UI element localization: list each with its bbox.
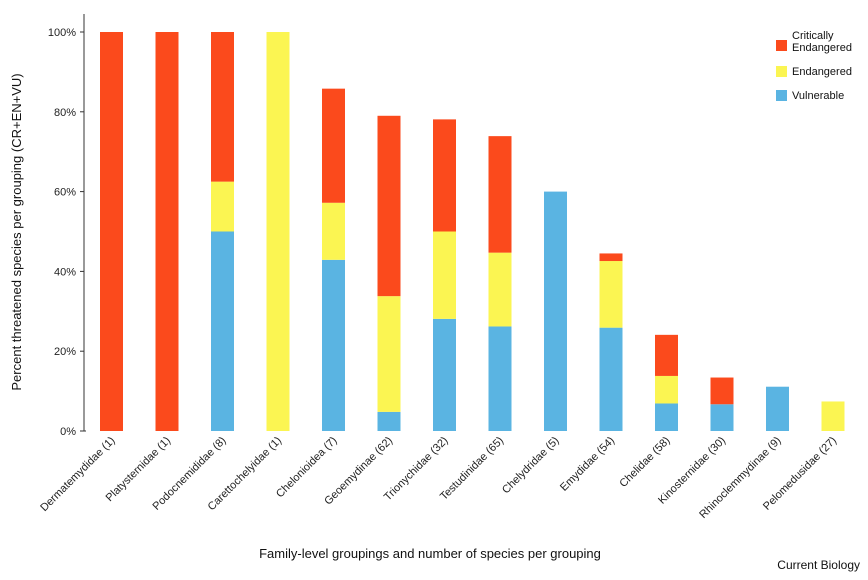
- y-tick-label: 100%: [48, 27, 76, 39]
- y-tick-label: 40%: [54, 266, 76, 278]
- bar-segment: [544, 191, 567, 431]
- bar-segment: [599, 253, 623, 262]
- bar-segment: [433, 119, 456, 232]
- bar-segment: [488, 136, 512, 253]
- legend-swatch: [776, 40, 787, 51]
- x-tick-label: Chelydridae (5): [500, 435, 562, 497]
- legend-swatch: [776, 66, 787, 77]
- legend-swatch: [776, 90, 787, 101]
- bar-segment: [766, 386, 789, 431]
- bar-segment: [599, 327, 623, 431]
- bar-segment: [377, 411, 401, 431]
- bar-segment: [155, 32, 179, 431]
- legend-label: Endangered: [792, 66, 852, 78]
- bar-segment: [655, 334, 678, 376]
- bar-segment: [655, 375, 678, 404]
- bar-segment: [488, 326, 512, 431]
- legend-label: Vulnerable: [792, 90, 844, 102]
- y-tick-label: 0%: [60, 426, 76, 438]
- x-axis-labels: Dermatemydidae (1)Platysternidae (1)Podo…: [38, 435, 839, 521]
- bar-segment: [266, 32, 290, 431]
- bar-segment: [433, 231, 456, 319]
- x-tick-label: Emydidae (54): [558, 435, 617, 494]
- bar-segment: [100, 32, 123, 431]
- bars: [100, 32, 845, 431]
- bar-segment: [655, 403, 678, 431]
- bar-segment: [211, 181, 234, 232]
- journal-credit: Current Biology: [777, 558, 860, 572]
- bar-segment: [488, 252, 512, 327]
- legend-label: Critically: [792, 30, 834, 42]
- y-axis-title: Percent threatened species per grouping …: [9, 73, 24, 390]
- bar-segment: [322, 259, 345, 431]
- x-axis-title: Family-level groupings and number of spe…: [259, 546, 601, 561]
- bar-segment: [211, 231, 234, 431]
- bar-segment: [322, 202, 345, 260]
- x-tick-label: Chelidae (58): [617, 435, 672, 490]
- y-axis: 0% 20% 40% 60% 80% 100%: [48, 14, 86, 438]
- bar-segment: [211, 32, 234, 182]
- bar-segment: [710, 377, 734, 405]
- bar-segment: [377, 115, 401, 297]
- y-tick-label: 60%: [54, 187, 76, 199]
- bar-segment: [710, 404, 734, 431]
- bar-segment: [821, 401, 845, 431]
- legend-label: Endangered: [792, 42, 852, 54]
- bar-segment: [433, 318, 456, 431]
- bar-segment: [377, 296, 401, 412]
- y-tick-label: 20%: [54, 346, 76, 358]
- x-tick-label: Dermatemydidae (1): [38, 435, 117, 514]
- y-tick-label: 80%: [54, 107, 76, 119]
- bar-segment: [322, 88, 345, 203]
- bar-segment: [599, 261, 623, 328]
